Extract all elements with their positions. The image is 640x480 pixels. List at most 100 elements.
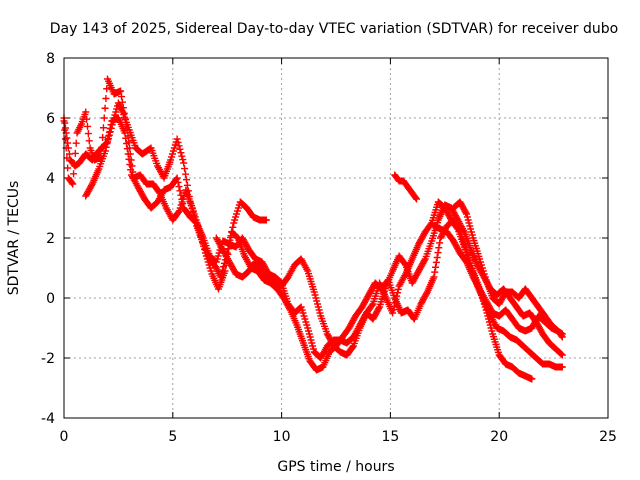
data-point — [107, 121, 115, 129]
data-point — [221, 267, 229, 275]
data-point — [124, 150, 132, 158]
data-point — [413, 195, 421, 203]
data-point — [84, 122, 92, 130]
data-point — [435, 244, 443, 252]
series-track-5 — [391, 171, 421, 203]
data-point — [394, 285, 402, 293]
data-point — [175, 183, 183, 191]
series-track-6 — [430, 222, 566, 341]
data-point — [121, 115, 129, 123]
data-point — [462, 209, 470, 216]
data-point — [178, 195, 186, 203]
data-point — [105, 128, 113, 136]
data-point — [178, 152, 186, 160]
data-point — [70, 170, 78, 178]
data-point — [105, 132, 113, 140]
data-point — [126, 161, 134, 168]
y-tick-label: 4 — [46, 171, 55, 187]
chart-title: Day 143 of 2025, Sidereal Day-to-day VTE… — [50, 21, 618, 37]
data-point — [125, 155, 133, 163]
data-point — [176, 145, 184, 153]
y-tick-label: 6 — [46, 111, 55, 127]
data-point — [173, 135, 181, 143]
data-point — [173, 174, 181, 182]
data-point — [182, 170, 190, 178]
data-point — [183, 181, 191, 189]
data-point — [420, 257, 428, 264]
data-point — [102, 143, 110, 151]
data-point — [102, 95, 110, 102]
data-point — [101, 147, 109, 155]
data-point — [72, 139, 80, 147]
data-point — [393, 292, 401, 300]
data-point — [69, 180, 77, 188]
data-point — [368, 301, 376, 309]
data-point — [558, 363, 566, 371]
data-point — [118, 93, 126, 101]
data-point — [103, 140, 111, 147]
y-tick-label: 2 — [46, 231, 55, 247]
data-point — [121, 129, 129, 137]
data-point — [434, 249, 442, 257]
data-point — [389, 306, 397, 314]
x-tick-label: 15 — [381, 429, 399, 445]
data-point — [71, 149, 79, 157]
data-point — [85, 137, 93, 145]
data-point — [99, 134, 107, 141]
data-point — [65, 150, 73, 158]
data-point — [558, 330, 566, 338]
data-point — [104, 136, 112, 144]
data-point — [179, 200, 187, 208]
data-point — [106, 125, 114, 132]
data-point — [99, 124, 107, 132]
data-point — [557, 350, 565, 358]
data-point — [127, 166, 135, 174]
data-point — [64, 164, 72, 172]
data-point — [432, 263, 440, 271]
data-point — [63, 134, 71, 142]
data-point — [87, 182, 95, 189]
data-point — [392, 296, 400, 303]
data-point — [375, 305, 383, 312]
data-point — [430, 273, 438, 281]
data-point — [61, 126, 69, 134]
data-point — [262, 216, 270, 224]
data-point — [412, 194, 420, 202]
data-point — [177, 191, 185, 199]
data-point — [100, 114, 108, 122]
data-point — [175, 142, 183, 150]
x-tick-label: 25 — [599, 429, 617, 445]
data-point — [61, 135, 69, 143]
x-tick-label: 5 — [168, 429, 177, 445]
data-point — [174, 138, 182, 146]
x-tick-label: 0 — [60, 429, 69, 445]
data-point — [122, 134, 130, 142]
data-point — [349, 343, 357, 351]
data-point — [182, 176, 190, 184]
data-point — [176, 187, 184, 195]
data-point — [84, 130, 92, 138]
data-point — [180, 159, 188, 167]
data-point — [389, 309, 397, 317]
data-point — [82, 108, 90, 116]
data-point — [423, 290, 431, 297]
data-point — [117, 87, 125, 95]
x-axis-label: GPS time / hours — [277, 459, 394, 475]
data-point — [174, 178, 182, 186]
x-tick-label: 20 — [490, 429, 508, 445]
series-track-3 — [82, 114, 566, 371]
data-point — [431, 268, 439, 276]
data-point — [118, 98, 126, 106]
y-tick-label: 8 — [46, 51, 55, 67]
data-point — [528, 375, 536, 383]
data-point — [179, 156, 187, 164]
data-point — [70, 160, 78, 168]
data-point — [101, 104, 109, 112]
data-point — [64, 139, 72, 147]
series-track-4 — [212, 201, 566, 359]
x-tick-label: 10 — [273, 429, 291, 445]
data-point — [401, 260, 409, 268]
data-point — [432, 258, 440, 266]
data-point — [393, 289, 401, 297]
